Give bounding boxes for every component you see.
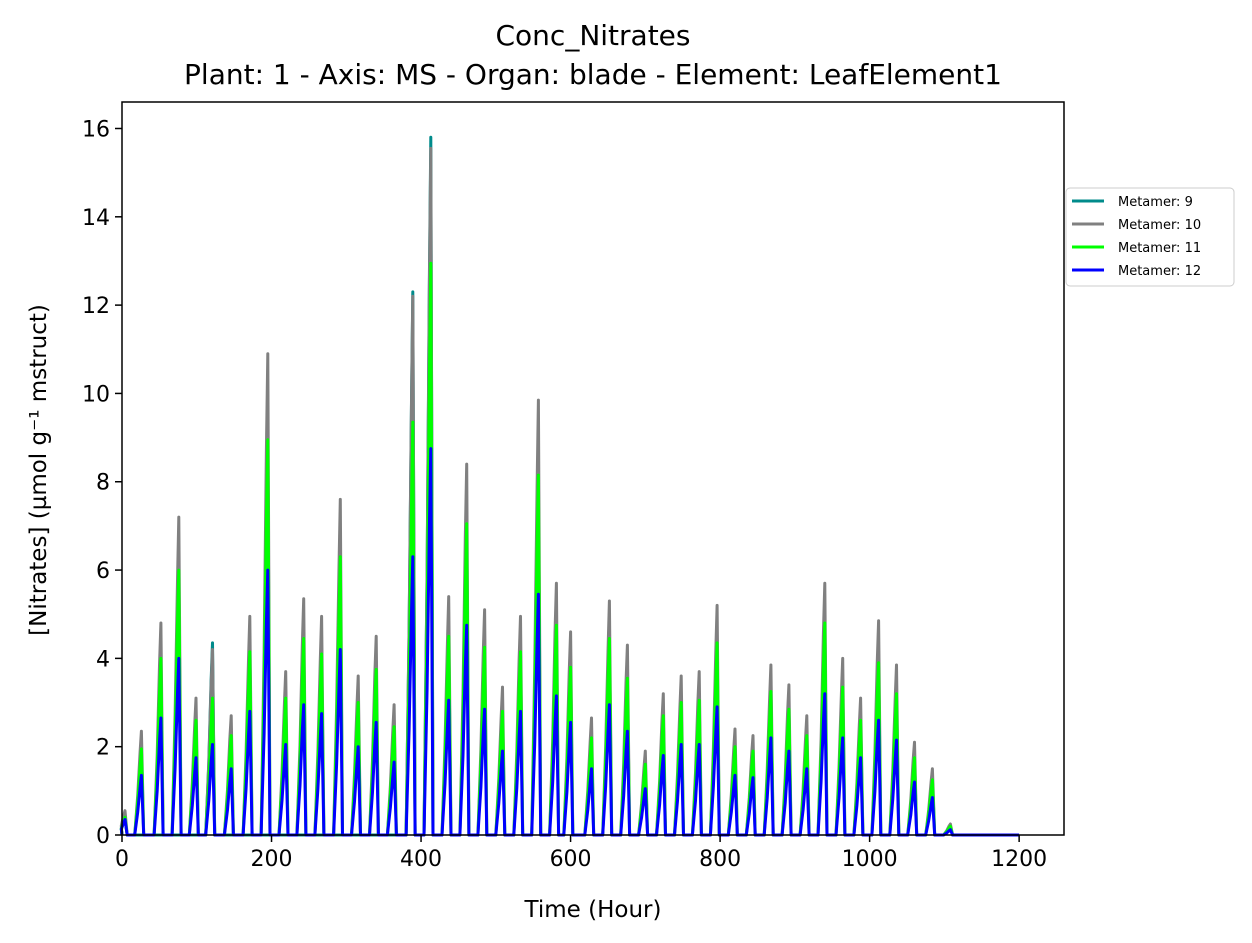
legend-label: Metamer: 9 (1118, 195, 1193, 210)
plot-background (122, 102, 1064, 835)
legend-label: Metamer: 11 (1118, 241, 1201, 256)
y-tick-label: 6 (96, 559, 110, 584)
plot-area (119, 101, 1065, 837)
plot-frame (121, 101, 1065, 836)
chart-subtitle: Plant: 1 - Axis: MS - Organ: blade - Ele… (184, 58, 1002, 91)
x-tick-label: 0 (115, 847, 129, 872)
y-tick-label: 12 (82, 294, 110, 319)
legend-box (1065, 187, 1235, 287)
x-tick-label: 800 (699, 847, 741, 872)
x-axis-label: Time (Hour) (524, 897, 662, 923)
x-tick-label: 400 (400, 847, 442, 872)
y-tick-label: 2 (96, 736, 110, 761)
y-axis-label: [Nitrates] (µmol g⁻¹ mstruct) (26, 304, 52, 636)
chart-title: Conc_Nitrates (496, 19, 691, 52)
y-tick-label: 10 (82, 382, 110, 407)
y-tick-label: 0 (96, 824, 110, 849)
y-tick-label: 16 (82, 117, 110, 142)
x-tick-label: 1000 (842, 847, 898, 872)
x-tick-label: 1200 (991, 847, 1047, 872)
legend: Metamer: 9 Metamer: 10 Metamer: 11 Metamer:… (1065, 187, 1235, 287)
x-tick-label: 600 (550, 847, 592, 872)
legend-label: Metamer: 12 (1118, 264, 1201, 279)
y-tick-label: 14 (82, 206, 110, 231)
x-axis: 0 200 400 600 800 1000 1200 (115, 835, 1047, 872)
y-axis: 0 2 4 6 8 10 12 14 16 (82, 117, 122, 849)
x-tick-label: 200 (251, 847, 293, 872)
legend-label: Metamer: 10 (1118, 218, 1201, 233)
y-tick-label: 4 (96, 647, 110, 672)
y-tick-label: 8 (96, 471, 110, 496)
